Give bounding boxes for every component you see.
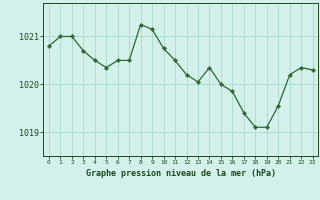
X-axis label: Graphe pression niveau de la mer (hPa): Graphe pression niveau de la mer (hPa) [86,169,276,178]
